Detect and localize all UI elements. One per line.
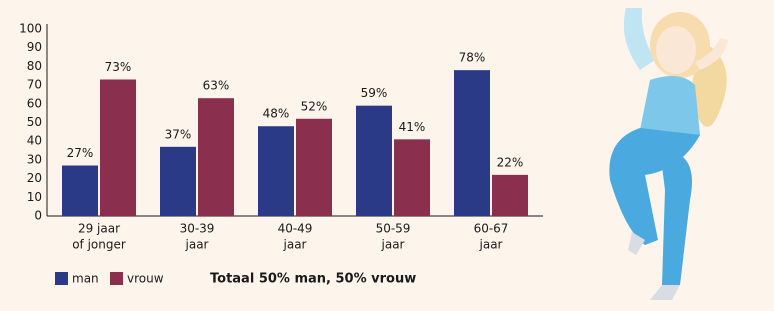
bar — [356, 106, 392, 216]
page: {"chart_data": {"type": "bar", "categori… — [0, 0, 774, 311]
value-label: 48% — [263, 107, 290, 121]
value-label: 41% — [399, 120, 426, 134]
legend-label: vrouw — [127, 272, 164, 286]
value-label: 27% — [67, 146, 94, 160]
y-tick-label: 80 — [27, 59, 42, 73]
value-label: 73% — [105, 60, 132, 74]
x-tick-label: 60-67 — [474, 222, 509, 236]
bar — [454, 70, 490, 216]
bar — [258, 126, 294, 216]
y-tick-label: 70 — [27, 78, 42, 92]
x-tick-label: jaar — [479, 238, 503, 252]
y-tick-label: 60 — [27, 96, 42, 110]
y-tick-label: 0 — [34, 209, 42, 223]
bar — [394, 139, 430, 216]
y-tick-label: 40 — [27, 134, 42, 148]
value-label: 37% — [165, 127, 192, 141]
x-tick-label: 29 jaar — [78, 222, 120, 236]
bar — [160, 147, 196, 216]
x-tick-label: 40-49 — [278, 222, 313, 236]
y-tick-label: 20 — [27, 171, 42, 185]
x-tick-label: 50-59 — [376, 222, 411, 236]
bar — [100, 79, 136, 216]
y-tick-label: 30 — [27, 152, 42, 166]
legend-swatch — [110, 272, 123, 285]
value-label: 52% — [301, 99, 328, 113]
x-tick-label: jaar — [381, 238, 405, 252]
x-tick-label: 30-39 — [180, 222, 215, 236]
value-label: 78% — [459, 51, 486, 65]
x-tick-label: jaar — [283, 238, 307, 252]
x-tick-label: jaar — [185, 238, 209, 252]
value-label: 22% — [497, 155, 524, 169]
x-tick-label: of jonger — [72, 238, 126, 252]
legend-label: man — [72, 272, 99, 286]
y-tick-label: 90 — [27, 40, 42, 54]
value-label: 63% — [203, 79, 230, 93]
y-tick-label: 10 — [27, 190, 42, 204]
bar — [198, 98, 234, 216]
legend-swatch — [55, 272, 68, 285]
y-tick-label: 100 — [19, 22, 42, 36]
bar — [296, 119, 332, 216]
value-label: 59% — [361, 86, 388, 100]
chart: Totaal 50% man, 50% vrouw 0 10 20 30 40 50 60 7… — [0, 0, 774, 311]
annotation: Totaal 50% man, 50% vrouw — [210, 272, 416, 287]
bar — [492, 175, 528, 216]
y-tick-label: 50 — [27, 115, 42, 129]
bar — [62, 166, 98, 216]
